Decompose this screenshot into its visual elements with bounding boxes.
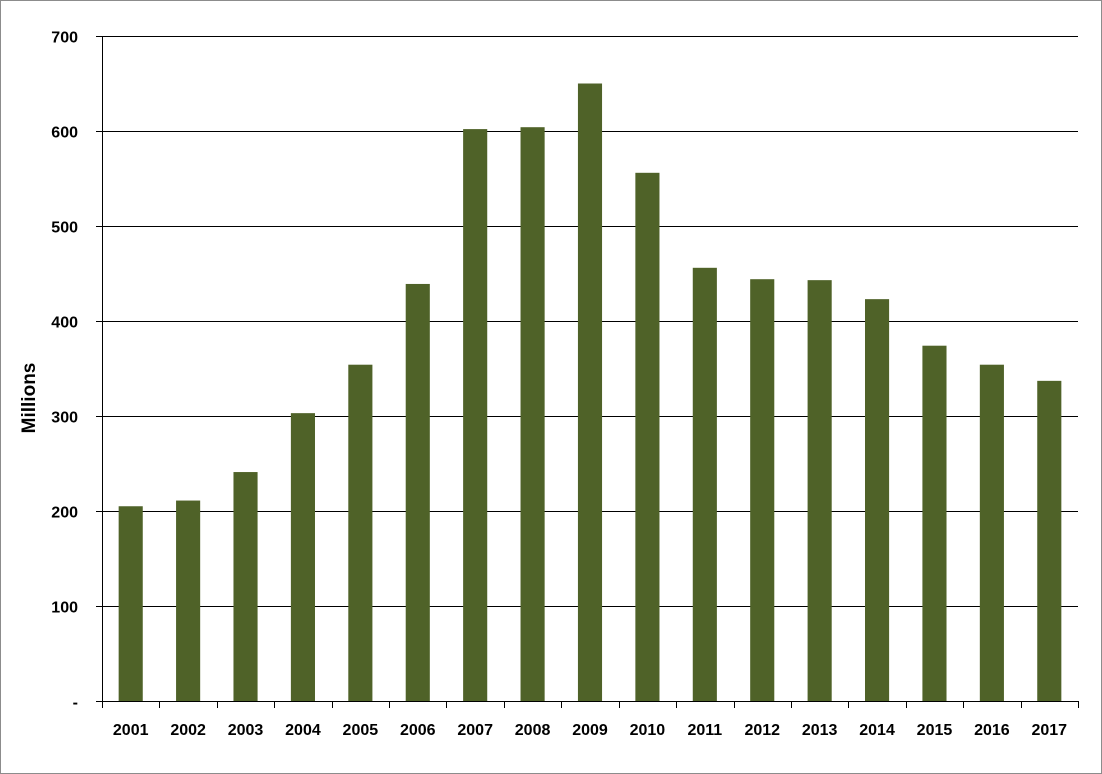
x-tick-label: 2012 — [744, 722, 780, 739]
x-tick-label: 2014 — [859, 722, 895, 739]
x-tick-label: 2001 — [113, 722, 149, 739]
x-tick-label: 2004 — [285, 722, 321, 739]
x-tick-label: 2009 — [572, 722, 608, 739]
x-tick-label: 2016 — [974, 722, 1010, 739]
bar-2010 — [635, 172, 660, 702]
x-tick-label: 2005 — [343, 722, 379, 739]
x-tick-label: 2017 — [1031, 722, 1067, 739]
bar-2009 — [577, 83, 603, 701]
x-tick-label: 2015 — [917, 722, 953, 739]
y-tick-label: 100 — [51, 600, 78, 617]
bar-2014 — [865, 299, 890, 701]
bar-2002 — [176, 500, 201, 701]
bar-2005 — [348, 364, 373, 701]
bar-2001 — [118, 506, 143, 701]
bar-2004 — [290, 413, 315, 701]
gridlines — [102, 36, 1078, 607]
bar-2011 — [692, 267, 717, 701]
x-tick-label: 2007 — [457, 722, 493, 739]
y-tick-label: 600 — [51, 125, 78, 142]
y-tick-label: 400 — [51, 315, 78, 332]
x-tick-label: 2003 — [228, 722, 264, 739]
bar-2017 — [1037, 380, 1062, 701]
bar-2008 — [520, 127, 545, 701]
y-tick-label: 700 — [51, 30, 78, 47]
bar-2012 — [750, 279, 775, 701]
bar-2016 — [979, 364, 1004, 701]
y-axis-title: Millions — [19, 363, 40, 434]
bar-2013 — [807, 280, 832, 701]
x-tick-label: 2002 — [170, 722, 206, 739]
y-tick-label: 500 — [51, 220, 78, 237]
bars — [118, 83, 1062, 702]
bar-2006 — [405, 283, 430, 701]
x-tick-label: 2013 — [802, 722, 838, 739]
bar-2015 — [922, 345, 947, 701]
bar-2007 — [463, 129, 488, 702]
x-tick-labels: 2001 2002 2003 2004 2005 2006 2007 2008 2009 2010… — [113, 722, 1067, 739]
x-tick-label: 2010 — [630, 722, 666, 739]
y-tick-label: 200 — [51, 505, 78, 522]
y-tick-label: 300 — [51, 410, 78, 427]
axes — [96, 36, 1079, 708]
x-tick-label: 2008 — [515, 722, 551, 739]
x-tick-label: 2006 — [400, 722, 436, 739]
y-tick-labels: - 100 200 300 400 500 600 700 — [51, 30, 78, 712]
y-tick-label: - — [73, 695, 78, 712]
x-tick-label: 2011 — [687, 722, 722, 739]
bar-2003 — [233, 472, 258, 701]
